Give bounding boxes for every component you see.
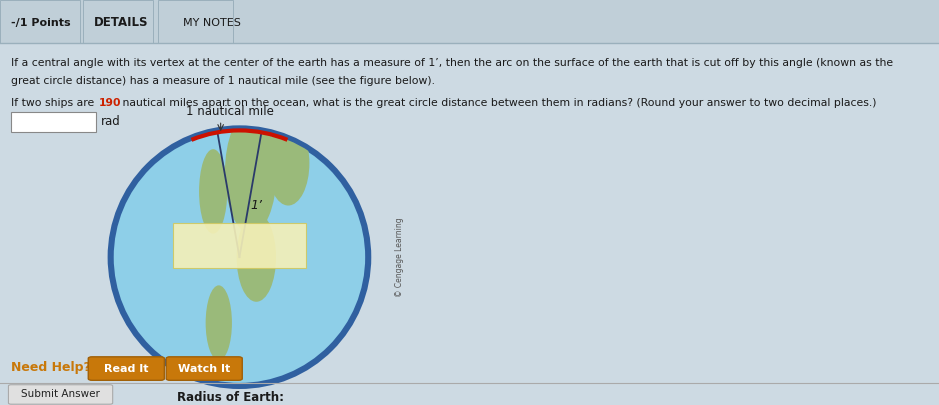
Text: 1’: 1’	[251, 199, 263, 212]
FancyBboxPatch shape	[11, 112, 96, 132]
FancyBboxPatch shape	[88, 357, 164, 380]
Text: Read It: Read It	[104, 364, 148, 373]
Text: -/1 Points: -/1 Points	[11, 18, 70, 28]
Text: Submit Answer: Submit Answer	[22, 390, 100, 399]
Text: nautical miles apart on the ocean, what is the great circle distance between the: nautical miles apart on the ocean, what …	[119, 98, 877, 108]
FancyBboxPatch shape	[8, 385, 113, 404]
Text: DETAILS: DETAILS	[94, 16, 148, 29]
Text: rad: rad	[100, 115, 120, 128]
Text: great circle distance) has a measure of 1 nautical mile (see the figure below).: great circle distance) has a measure of …	[11, 76, 436, 86]
Text: 190: 190	[99, 98, 121, 108]
Text: Watch It: Watch It	[178, 364, 230, 373]
Ellipse shape	[199, 149, 227, 234]
Ellipse shape	[206, 286, 232, 360]
Text: Radius of Earth:: Radius of Earth:	[177, 391, 284, 404]
Text: MY NOTES: MY NOTES	[183, 18, 241, 28]
Text: If a central angle with its vertex at the center of the earth has a measure of 1: If a central angle with its vertex at th…	[11, 58, 893, 68]
Text: Need Help?: Need Help?	[11, 361, 91, 374]
Text: 1 nautical mile: 1 nautical mile	[186, 105, 274, 118]
Ellipse shape	[267, 121, 310, 205]
FancyBboxPatch shape	[173, 223, 306, 268]
Ellipse shape	[113, 130, 366, 384]
Text: If two ships are: If two ships are	[11, 98, 98, 108]
FancyBboxPatch shape	[0, 0, 939, 43]
Text: © Cengage Learning: © Cengage Learning	[394, 217, 404, 297]
FancyBboxPatch shape	[166, 357, 242, 380]
Ellipse shape	[108, 125, 371, 389]
Ellipse shape	[225, 112, 277, 234]
Ellipse shape	[237, 213, 276, 302]
